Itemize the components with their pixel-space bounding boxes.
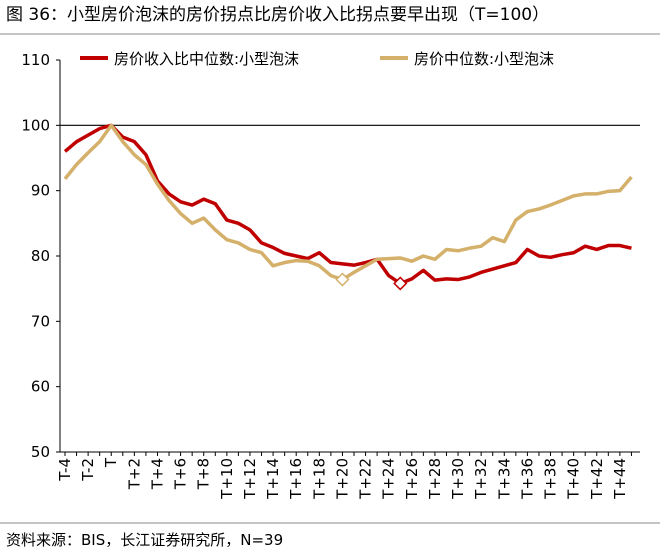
x-tick-label: T+34 [495, 458, 513, 500]
x-tick-label: T+30 [449, 458, 467, 500]
y-tick-label: 110 [21, 51, 50, 69]
y-tick-label: 50 [31, 443, 50, 461]
highlight-marker [335, 272, 350, 287]
legend-label: 房价中位数:小型泡沫 [414, 50, 554, 68]
source: 资料来源：BIS，长江证券研究所，N=39 [6, 531, 283, 549]
legend-label: 房价收入比中位数:小型泡沫 [114, 50, 299, 68]
x-tick-label: T+10 [218, 458, 236, 500]
x-tick-label: T+14 [264, 458, 282, 500]
y-tick-label: 100 [21, 116, 50, 134]
x-tick-label: T+2 [125, 458, 143, 490]
chart-title: 图 36：小型房价泡沫的房价拐点比房价收入比拐点要早出现（T=100） [6, 5, 549, 25]
x-tick-label: T+12 [241, 458, 259, 500]
x-tick-label: T+16 [287, 458, 305, 500]
x-tick-label: T-2 [79, 458, 97, 482]
x-tick-label: T+44 [611, 458, 629, 500]
x-tick-label: T+20 [333, 458, 351, 500]
y-tick-label: 70 [31, 312, 50, 330]
x-tick-label: T+42 [588, 458, 606, 500]
x-tick-label: T+32 [472, 458, 490, 500]
x-tick-label: T+26 [403, 458, 421, 500]
x-tick-label: T+36 [518, 458, 536, 500]
x-tick-label: T+18 [310, 458, 328, 500]
x-tick-label: T+8 [195, 458, 213, 490]
x-tick-label: T+22 [357, 458, 375, 500]
x-tick-label: T+28 [426, 458, 444, 500]
y-tick-label: 60 [31, 378, 50, 396]
x-tick-label: T-4 [56, 458, 74, 482]
x-tick-label: T+38 [542, 458, 560, 500]
x-tick-label: T+40 [565, 458, 583, 500]
highlight-marker [393, 276, 408, 291]
y-tick-label: 80 [31, 247, 50, 265]
x-tick-label: T [102, 457, 120, 468]
series-line [63, 123, 633, 282]
x-tick-label: T+24 [380, 458, 398, 500]
x-tick-label: T+6 [172, 458, 190, 490]
y-tick-label: 90 [31, 182, 50, 200]
series-line [63, 123, 632, 286]
x-tick-label: T+4 [148, 458, 166, 490]
